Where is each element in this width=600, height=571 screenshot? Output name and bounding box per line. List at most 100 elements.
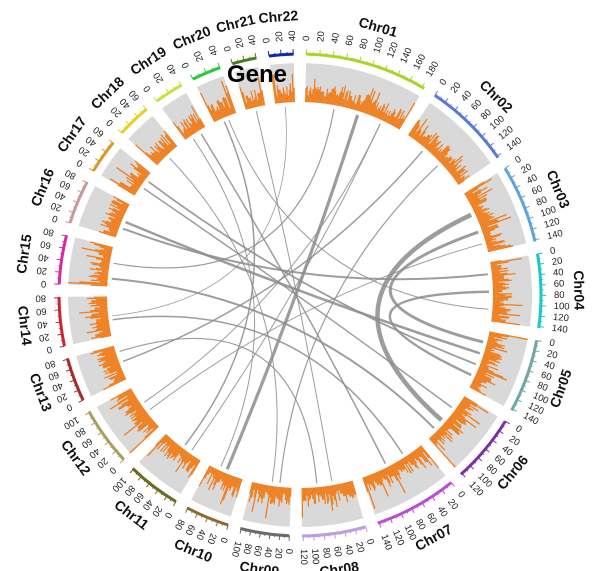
axis-tick xyxy=(359,56,362,62)
density-bar xyxy=(257,93,261,107)
chromosome-axis xyxy=(459,420,507,476)
synteny-link xyxy=(149,243,483,411)
density-bar xyxy=(306,487,308,496)
density-bar xyxy=(428,437,456,468)
tick-label: 0 xyxy=(75,157,85,169)
density-bar xyxy=(485,347,495,352)
axis-minor-tick xyxy=(160,492,163,496)
density-bar xyxy=(492,288,507,291)
density-bar xyxy=(79,281,108,285)
tick-label: 40 xyxy=(54,188,68,202)
density-bar xyxy=(443,423,450,430)
density-bar xyxy=(103,256,111,260)
density-bar xyxy=(270,486,275,504)
density-bar xyxy=(456,407,481,425)
density-bar xyxy=(154,142,168,156)
density-bar xyxy=(489,332,509,338)
density-bar xyxy=(378,105,386,120)
density-bar xyxy=(103,361,120,369)
density-bar xyxy=(90,315,109,319)
density-bar xyxy=(127,399,139,408)
density-bar xyxy=(431,435,446,451)
density-bar xyxy=(435,145,449,159)
axis-minor-tick xyxy=(69,216,72,219)
density-bar xyxy=(465,187,479,197)
density-bar xyxy=(455,176,461,182)
tick-label: 20 xyxy=(445,497,460,512)
density-bar xyxy=(348,481,354,499)
density-bar xyxy=(313,487,317,504)
density-bar xyxy=(291,73,294,103)
density-bar xyxy=(391,464,398,476)
density-bar xyxy=(91,301,108,303)
density-bar xyxy=(386,112,393,124)
density-bar xyxy=(372,473,379,486)
density-bar xyxy=(221,98,230,116)
density-bar xyxy=(492,303,523,307)
density-bar xyxy=(102,359,119,367)
density-bar xyxy=(198,465,211,487)
density-bar xyxy=(449,167,457,174)
density-bar xyxy=(220,473,228,490)
density-bar xyxy=(490,264,497,267)
density-bar xyxy=(345,90,352,108)
density-bar xyxy=(346,482,351,498)
synteny-link xyxy=(191,123,381,451)
density-bar xyxy=(485,240,497,245)
density-bar xyxy=(113,375,125,382)
density-bar xyxy=(488,334,507,340)
density-bar xyxy=(481,358,496,365)
synteny-link xyxy=(169,157,278,483)
density-bar xyxy=(412,451,423,465)
density-bar xyxy=(135,409,146,418)
density-bar xyxy=(311,487,314,499)
density-bar xyxy=(129,186,138,192)
axis-tick xyxy=(65,369,72,372)
tick-label: 20 xyxy=(274,31,286,42)
density-bar xyxy=(411,452,418,461)
axis-tick xyxy=(397,70,401,76)
density-bar xyxy=(117,184,136,196)
density-bar xyxy=(399,459,409,473)
density-bar xyxy=(492,275,504,278)
density-bar xyxy=(276,486,279,499)
density-bar xyxy=(467,186,488,200)
synteny-link xyxy=(112,315,404,455)
chromosome-label: Chr14 xyxy=(15,305,35,346)
density-bar xyxy=(231,476,237,488)
axis-minor-tick xyxy=(518,191,521,194)
axis-tick xyxy=(477,457,483,462)
density-bar xyxy=(362,94,370,113)
density-bar xyxy=(166,444,179,460)
density-bar xyxy=(100,316,109,319)
density-bar xyxy=(340,85,347,107)
chromosome-axis xyxy=(57,296,66,347)
density-bar xyxy=(391,108,402,126)
density-bar xyxy=(190,118,200,131)
axis-tick xyxy=(62,358,68,362)
axis-tick xyxy=(531,227,537,230)
density-bar xyxy=(483,354,499,361)
axis-tick xyxy=(184,508,189,513)
density-bar xyxy=(207,469,219,491)
density-bar xyxy=(180,451,189,463)
density-bar xyxy=(481,224,498,231)
density-bar xyxy=(483,234,490,238)
density-bar xyxy=(259,92,263,106)
density-bar xyxy=(158,140,170,154)
density-bar xyxy=(236,478,241,488)
density-bar xyxy=(448,416,462,428)
axis-tick xyxy=(472,123,478,128)
density-bar xyxy=(471,383,479,388)
density-bar xyxy=(257,99,260,107)
density-bar xyxy=(465,192,474,198)
density-bar xyxy=(468,188,493,203)
tick-label: 40 xyxy=(207,44,221,58)
axis-tick xyxy=(56,258,62,261)
density-bar xyxy=(68,281,108,286)
density-bar xyxy=(469,197,479,204)
density-bar xyxy=(111,210,125,217)
axis-minor-tick xyxy=(360,528,362,531)
density-bar xyxy=(410,452,416,459)
